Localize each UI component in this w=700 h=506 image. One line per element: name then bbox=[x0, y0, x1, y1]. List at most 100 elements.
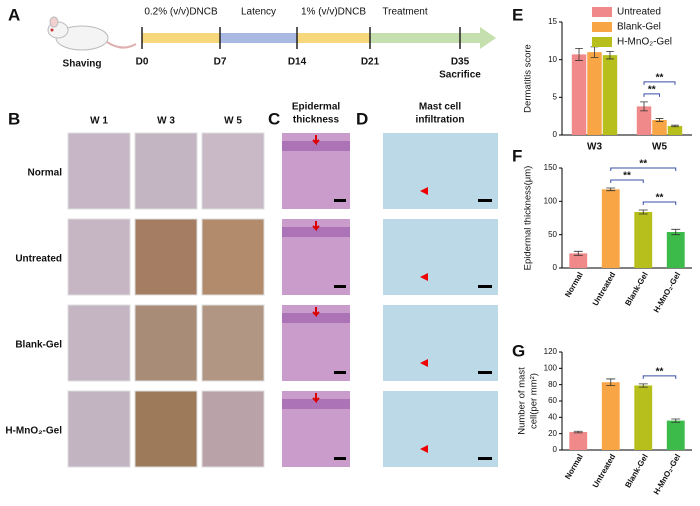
skin-photo bbox=[201, 304, 265, 382]
skin-photo bbox=[67, 304, 131, 382]
bar bbox=[602, 55, 618, 135]
histology-epidermis bbox=[282, 141, 350, 151]
error-bar bbox=[573, 250, 583, 256]
scale-bar bbox=[478, 371, 492, 374]
panel-label: D bbox=[356, 109, 368, 128]
error-bar bbox=[640, 101, 648, 112]
bar bbox=[636, 106, 652, 135]
panel-label: C bbox=[268, 109, 280, 128]
significance-bracket bbox=[643, 93, 660, 97]
end-label: Sacrifice bbox=[439, 70, 481, 81]
error-bar bbox=[671, 228, 681, 236]
significance-label: ** bbox=[648, 84, 656, 95]
mast-cell-photo bbox=[383, 219, 498, 295]
legend-label: Blank-Gel bbox=[617, 22, 661, 33]
scale-bar bbox=[334, 371, 346, 374]
skin-photo bbox=[134, 304, 198, 382]
error-bar bbox=[638, 383, 648, 388]
arrow-marker bbox=[312, 135, 320, 146]
skin-photo bbox=[134, 218, 198, 296]
error-bar bbox=[606, 50, 614, 60]
scale-bar bbox=[478, 199, 492, 202]
panel-label: A bbox=[8, 5, 20, 24]
histology-epidermis bbox=[282, 313, 350, 323]
y-tick-label: 0 bbox=[553, 263, 558, 272]
panel-label: F bbox=[512, 146, 522, 165]
row-label: Blank-Gel bbox=[15, 340, 62, 351]
y-tick-label: 80 bbox=[548, 380, 557, 389]
skin-photo bbox=[201, 218, 265, 296]
scale-bar bbox=[334, 285, 346, 288]
mast-cell-photo bbox=[383, 305, 498, 381]
bar bbox=[634, 212, 653, 268]
y-tick-label: 100 bbox=[544, 363, 558, 372]
row-label: H-MnO₂-Gel bbox=[5, 426, 62, 437]
column-heading: Mast cell bbox=[419, 102, 461, 113]
y-tick-label: 60 bbox=[548, 396, 557, 405]
bar bbox=[652, 119, 667, 135]
y-tick-label: 0 bbox=[553, 445, 558, 454]
significance-label: ** bbox=[656, 72, 664, 83]
significance-bracket bbox=[643, 81, 676, 85]
skin-photo bbox=[67, 132, 131, 210]
significance-bracket bbox=[642, 201, 677, 205]
scale-bar bbox=[334, 457, 346, 460]
bar bbox=[601, 189, 620, 268]
legend-label: H-MnO₂-Gel bbox=[617, 37, 672, 48]
histology-epidermis bbox=[282, 399, 350, 409]
y-axis-label: Dermatitis score bbox=[523, 44, 534, 113]
bar bbox=[666, 420, 685, 450]
bar bbox=[666, 232, 685, 268]
y-tick-label: 0 bbox=[553, 130, 558, 139]
significance-label: ** bbox=[656, 193, 664, 204]
column-heading: W 5 bbox=[224, 116, 242, 127]
mouse-icon bbox=[47, 16, 137, 51]
x-tick-label: W3 bbox=[587, 142, 602, 153]
significance-bracket bbox=[610, 179, 644, 183]
error-bar bbox=[671, 124, 679, 128]
error-bar bbox=[638, 209, 648, 215]
y-axis-label: cell(per mm²) bbox=[529, 373, 540, 429]
column-heading: W 3 bbox=[157, 116, 175, 127]
skin-photo bbox=[67, 390, 131, 468]
error-bar bbox=[671, 418, 681, 423]
timeline-arrow bbox=[480, 27, 496, 49]
day-label: D7 bbox=[214, 57, 227, 68]
start-label: Shaving bbox=[63, 59, 102, 70]
panel-label: G bbox=[512, 341, 525, 360]
day-label: D21 bbox=[361, 57, 380, 68]
column-heading: W 1 bbox=[90, 116, 108, 127]
y-tick-label: 120 bbox=[544, 347, 558, 356]
legend-swatch bbox=[592, 7, 612, 17]
mast-cell-photo bbox=[383, 133, 498, 209]
significance-bracket bbox=[642, 375, 677, 379]
bar bbox=[667, 125, 683, 135]
column-heading: infiltration bbox=[416, 115, 465, 126]
scale-bar bbox=[478, 285, 492, 288]
legend-label: Untreated bbox=[617, 7, 661, 18]
phase-label: 0.2% (v/v)DNCB bbox=[144, 7, 218, 18]
skin-photo bbox=[201, 132, 265, 210]
timeline-segment bbox=[220, 33, 297, 43]
y-tick-label: 5 bbox=[553, 92, 558, 101]
y-tick-label: 15 bbox=[548, 17, 557, 26]
bar bbox=[571, 54, 587, 135]
error-bar bbox=[606, 378, 616, 386]
legend-swatch bbox=[592, 37, 612, 47]
arrow-marker bbox=[312, 393, 320, 404]
bar bbox=[601, 382, 620, 450]
row-label: Normal bbox=[28, 168, 63, 179]
arrow-marker bbox=[312, 221, 320, 232]
error-bar bbox=[573, 430, 583, 434]
day-label: D14 bbox=[288, 57, 307, 68]
day-label: D35 bbox=[451, 57, 470, 68]
y-tick-label: 10 bbox=[548, 55, 557, 64]
timeline-segment bbox=[142, 33, 220, 43]
bar bbox=[634, 385, 653, 450]
mast-cell-photo bbox=[383, 391, 498, 467]
skin-photo bbox=[134, 132, 198, 210]
error-bar bbox=[606, 187, 616, 192]
skin-photo bbox=[134, 390, 198, 468]
phase-label: Latency bbox=[241, 7, 276, 18]
scale-bar bbox=[334, 199, 346, 202]
